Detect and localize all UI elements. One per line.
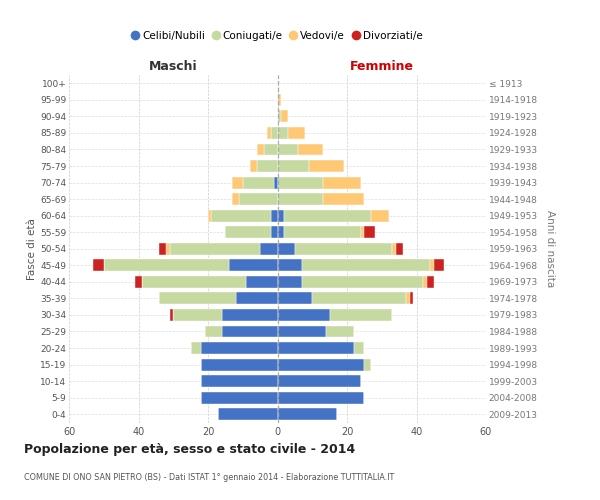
Bar [354, 342, 364, 354]
Bar [277, 342, 354, 354]
Bar [364, 358, 371, 370]
Bar [302, 276, 424, 288]
Bar [361, 226, 364, 238]
Bar [208, 210, 211, 222]
Bar [277, 392, 364, 404]
Bar [406, 292, 410, 304]
Bar [302, 260, 430, 272]
Bar [430, 260, 434, 272]
Bar [277, 144, 298, 156]
Bar [395, 243, 403, 254]
Bar [232, 193, 239, 205]
Bar [222, 309, 277, 321]
Bar [364, 226, 375, 238]
Bar [277, 276, 302, 288]
Bar [329, 309, 392, 321]
Bar [239, 193, 277, 205]
Bar [277, 358, 364, 370]
Bar [424, 276, 427, 288]
Bar [277, 193, 323, 205]
Bar [142, 276, 246, 288]
Bar [295, 243, 392, 254]
Legend: Celibi/Nubili, Coniugati/e, Vedovi/e, Divorziati/e: Celibi/Nubili, Coniugati/e, Vedovi/e, Di… [128, 26, 427, 44]
Bar [271, 127, 277, 139]
Bar [243, 176, 274, 188]
Bar [277, 309, 329, 321]
Bar [326, 326, 354, 338]
Bar [191, 342, 201, 354]
Bar [274, 176, 277, 188]
Bar [323, 193, 364, 205]
Bar [277, 210, 284, 222]
Bar [160, 292, 236, 304]
Bar [371, 210, 389, 222]
Bar [277, 94, 281, 106]
Bar [284, 226, 361, 238]
Bar [277, 110, 281, 122]
Bar [205, 326, 222, 338]
Bar [250, 160, 257, 172]
Bar [410, 292, 413, 304]
Bar [427, 276, 434, 288]
Bar [201, 375, 277, 387]
Bar [211, 210, 271, 222]
Bar [218, 408, 277, 420]
Bar [229, 260, 277, 272]
Bar [271, 210, 277, 222]
Bar [312, 292, 406, 304]
Bar [288, 127, 305, 139]
Text: COMUNE DI ONO SAN PIETRO (BS) - Dati ISTAT 1° gennaio 2014 - Elaborazione TUTTIT: COMUNE DI ONO SAN PIETRO (BS) - Dati IST… [24, 472, 394, 482]
Text: Femmine: Femmine [350, 60, 414, 72]
Bar [392, 243, 395, 254]
Bar [281, 110, 288, 122]
Bar [277, 260, 302, 272]
Bar [284, 210, 371, 222]
Bar [166, 243, 170, 254]
Bar [271, 226, 277, 238]
Bar [246, 276, 277, 288]
Bar [267, 127, 271, 139]
Bar [260, 243, 277, 254]
Bar [94, 260, 104, 272]
Bar [170, 309, 173, 321]
Bar [277, 160, 309, 172]
Bar [104, 260, 229, 272]
Bar [298, 144, 323, 156]
Bar [263, 144, 277, 156]
Bar [222, 326, 277, 338]
Bar [201, 358, 277, 370]
Bar [226, 226, 271, 238]
Bar [277, 226, 284, 238]
Y-axis label: Fasce di età: Fasce di età [27, 218, 37, 280]
Bar [173, 309, 222, 321]
Bar [232, 176, 243, 188]
Bar [201, 342, 277, 354]
Bar [323, 176, 361, 188]
Y-axis label: Anni di nascita: Anni di nascita [545, 210, 554, 288]
Bar [257, 144, 263, 156]
Bar [277, 127, 288, 139]
Bar [277, 292, 312, 304]
Text: Maschi: Maschi [149, 60, 197, 72]
Bar [170, 243, 260, 254]
Bar [257, 160, 277, 172]
Bar [434, 260, 444, 272]
Bar [201, 392, 277, 404]
Bar [277, 375, 361, 387]
Bar [277, 326, 326, 338]
Text: Popolazione per età, sesso e stato civile - 2014: Popolazione per età, sesso e stato civil… [24, 442, 355, 456]
Bar [309, 160, 344, 172]
Bar [160, 243, 166, 254]
Bar [236, 292, 277, 304]
Bar [135, 276, 142, 288]
Bar [277, 408, 337, 420]
Bar [277, 176, 323, 188]
Bar [277, 243, 295, 254]
